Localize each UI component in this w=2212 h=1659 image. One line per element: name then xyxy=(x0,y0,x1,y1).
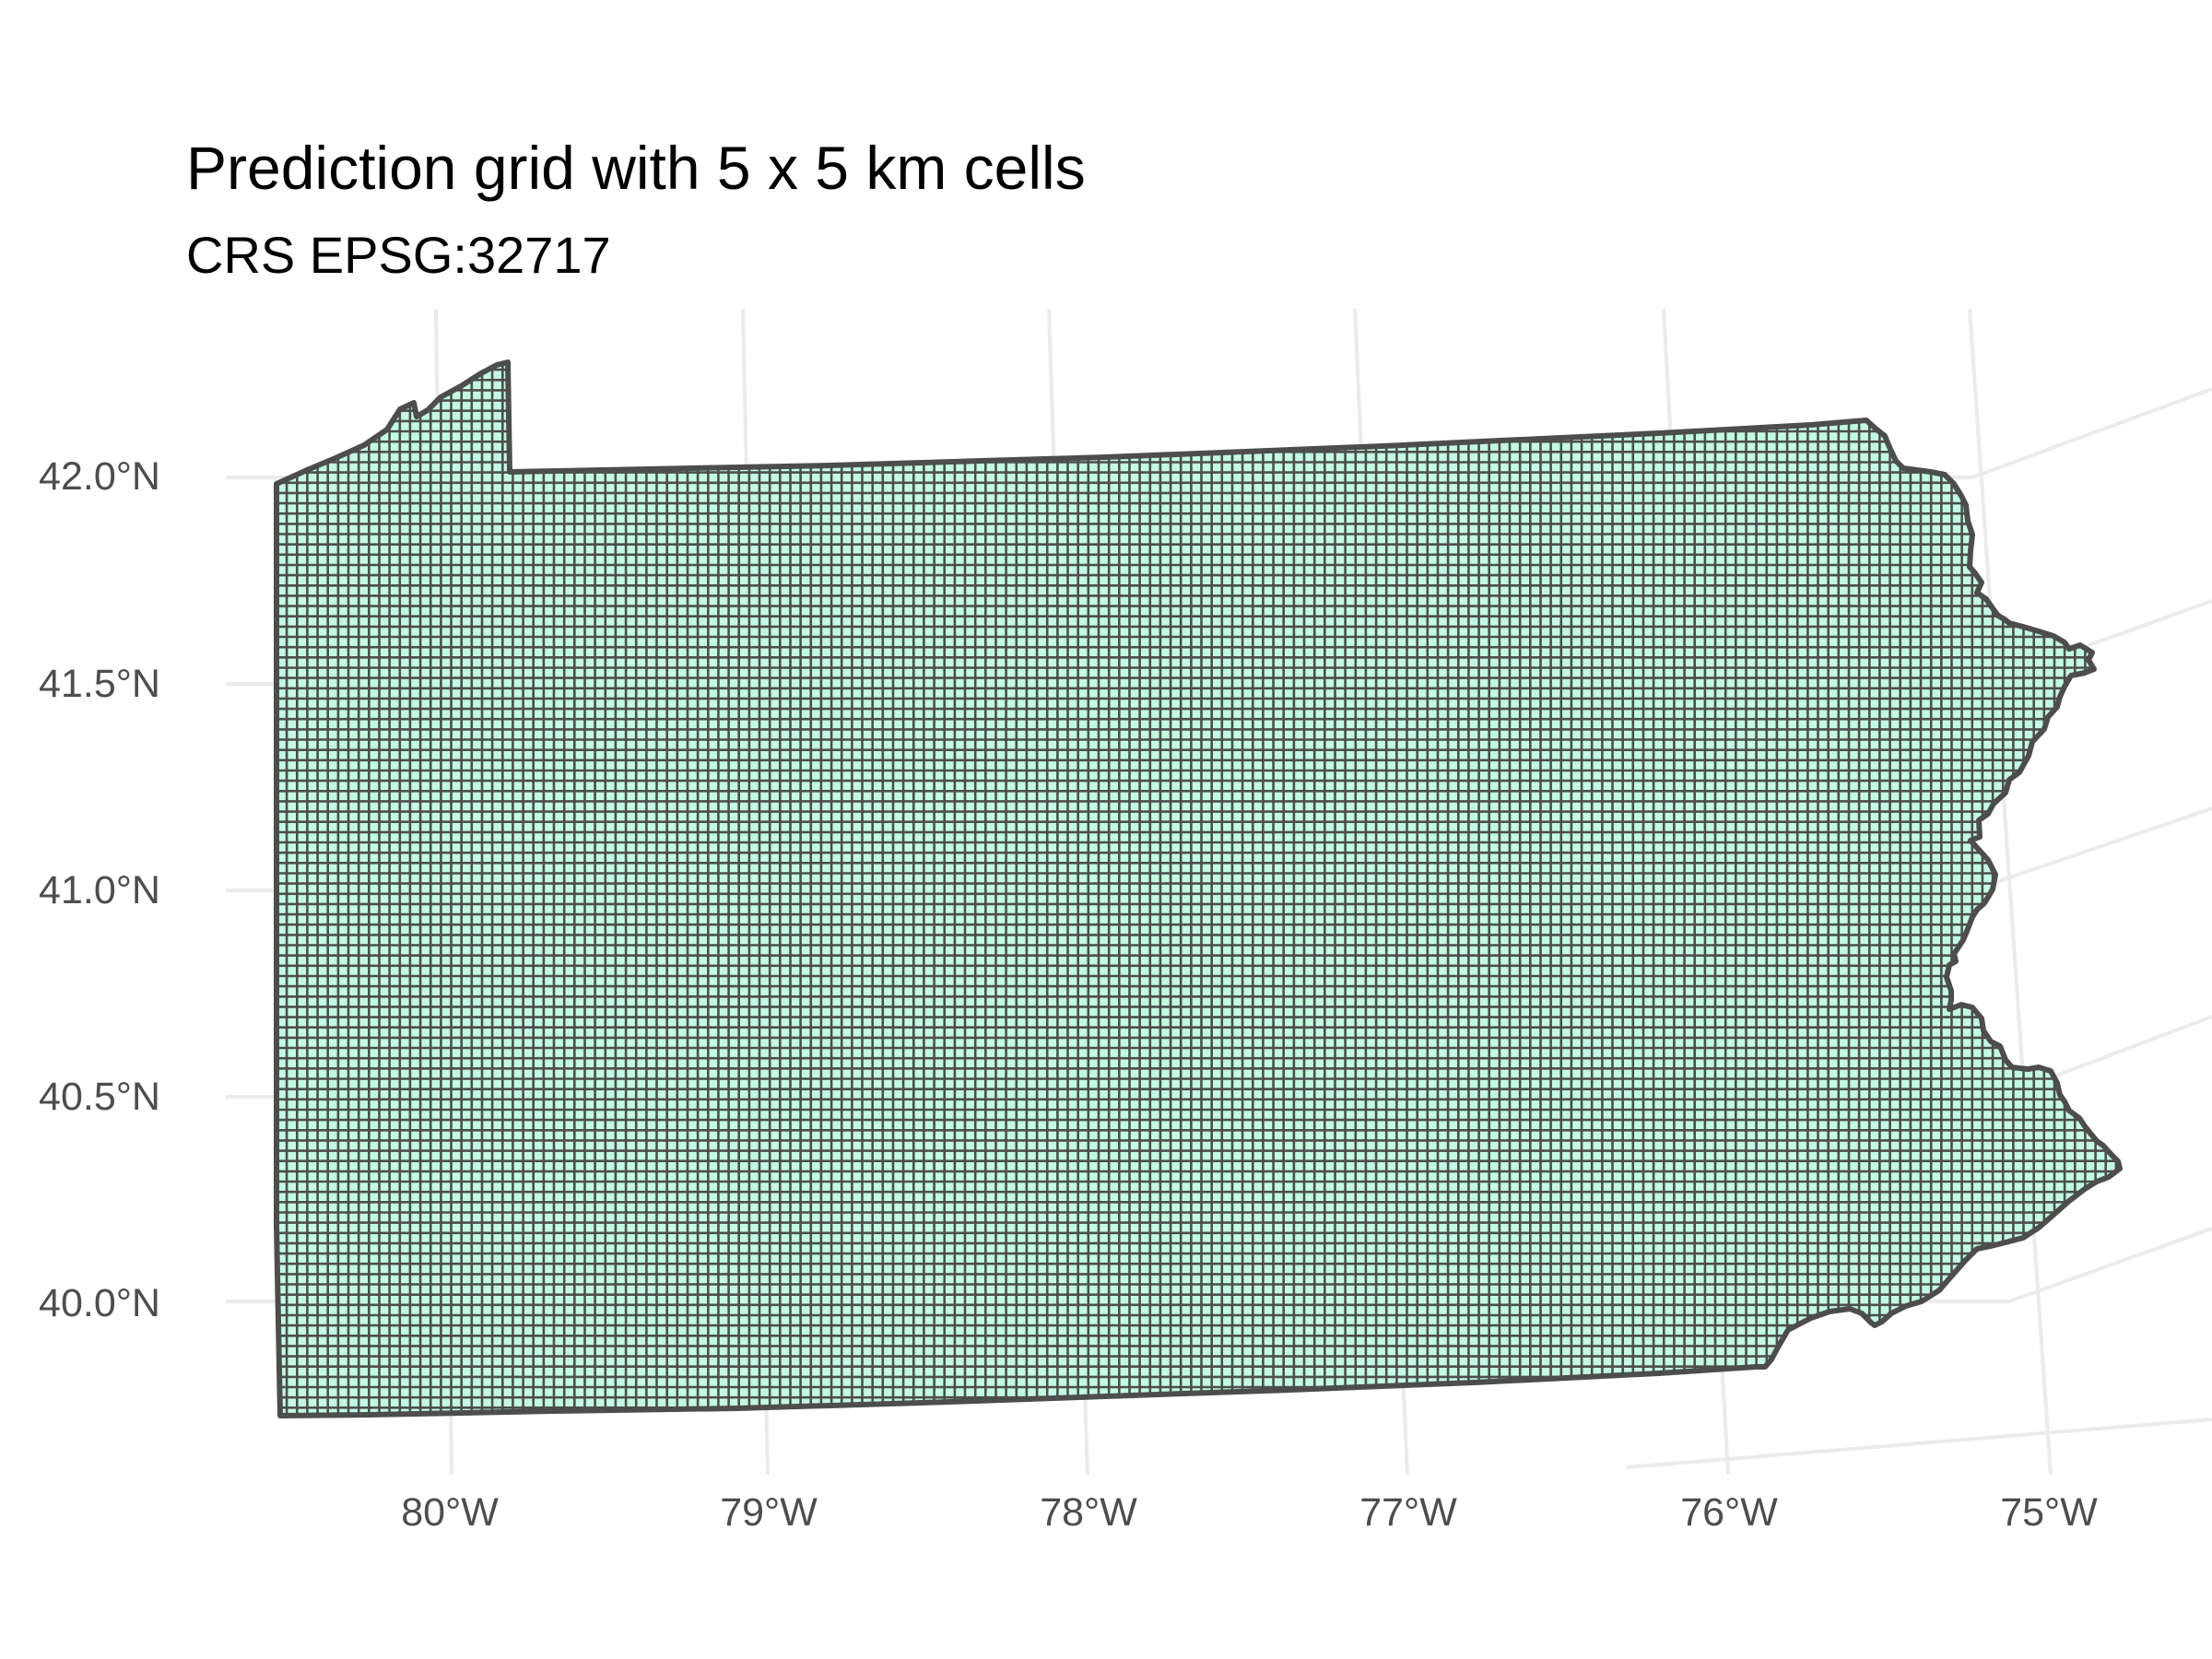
y-tick-label: 42.0°N xyxy=(39,454,160,499)
map-panel xyxy=(274,359,2123,1418)
y-tick-label: 40.0°N xyxy=(39,1281,160,1325)
meridian-75w xyxy=(1968,308,2053,1476)
x-tick-label: 78°W xyxy=(1040,1490,1137,1535)
x-tick-label: 75°W xyxy=(2000,1490,2098,1535)
y-tick-label: 40.5°N xyxy=(39,1075,160,1119)
x-tick-label: 76°W xyxy=(1680,1490,1778,1535)
y-tick-label: 41.5°N xyxy=(39,662,160,706)
plot-title: Prediction grid with 5 x 5 km cells xyxy=(186,134,1086,202)
y-axis-labels: 42.0°N 41.5°N 41.0°N 40.5°N 40.0°N xyxy=(39,454,160,1325)
plot-subtitle: CRS EPSG:32717 xyxy=(186,226,611,284)
parallel-39-5n xyxy=(1626,1418,2212,1469)
x-axis-labels: 80°W 79°W 78°W 77°W 76°W 75°W xyxy=(401,1490,2098,1535)
x-tick-label: 80°W xyxy=(401,1490,499,1535)
x-tick-label: 79°W xyxy=(720,1490,818,1535)
x-tick-label: 77°W xyxy=(1359,1490,1457,1535)
y-tick-label: 41.0°N xyxy=(39,868,160,912)
state-boundary xyxy=(274,359,2123,1418)
